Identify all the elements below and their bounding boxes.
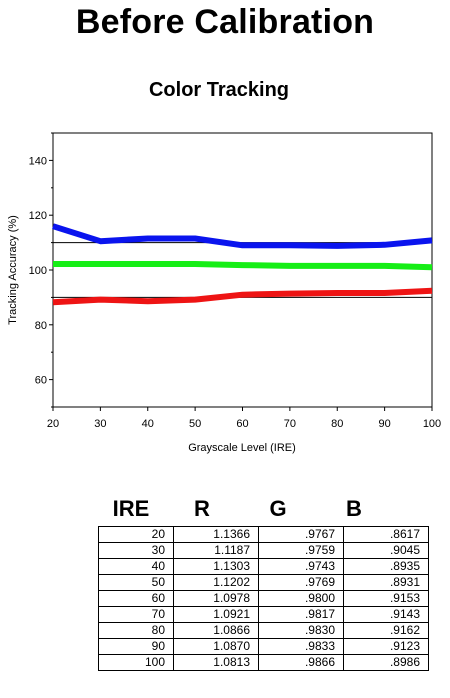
- table-header-row: IRE R G B: [98, 496, 392, 526]
- cell-g: .9800: [258, 590, 344, 607]
- header-g: G: [269, 496, 287, 521]
- cell-r: 1.0921: [173, 606, 259, 623]
- x-tick-label: 50: [189, 418, 201, 430]
- cell-r: 1.1202: [173, 574, 259, 591]
- cell-ire: 80: [98, 622, 174, 639]
- y-axis-label: Tracking Accuracy (%): [7, 215, 19, 325]
- table-row: 90 1.0870.9833.9123: [98, 638, 429, 655]
- green-series-line: [53, 261, 433, 271]
- x-tick-label: 20: [47, 418, 59, 430]
- cell-b: .8986: [343, 654, 429, 671]
- y-tick-label: 140: [29, 155, 47, 167]
- cell-r: 1.0870: [173, 638, 259, 655]
- y-tick-label: 100: [29, 265, 47, 277]
- x-tick-label: 100: [423, 418, 441, 430]
- plot-frame: [52, 132, 433, 408]
- header-ire: IRE: [112, 496, 150, 521]
- tracking-table: IRE R G B 20 1.1366.9767.8617 30 1.1187.975…: [98, 496, 429, 671]
- page-title: Before Calibration: [75, 3, 375, 41]
- cell-r: 1.1187: [173, 542, 259, 559]
- table-row: 70 1.0921.9817.9143: [98, 606, 429, 623]
- cell-b: .9143: [343, 606, 429, 623]
- table-row: 50 1.1202.9769.8931: [98, 574, 429, 591]
- table-row: 40 1.1303.9743.8935: [98, 558, 429, 575]
- cell-r: 1.1366: [173, 526, 259, 543]
- y-tick-label: 60: [35, 375, 47, 387]
- cell-b: .9123: [343, 638, 429, 655]
- table-row: 30 1.1187.9759.9045: [98, 542, 429, 559]
- table-row: 60 1.0978.9800.9153: [98, 590, 429, 607]
- blue-series-line: [52, 223, 433, 249]
- x-tick-label: 90: [379, 418, 391, 430]
- cell-g: .9767: [258, 526, 344, 543]
- table-row: 20 1.1366.9767.8617: [98, 526, 429, 543]
- cell-g: .9743: [258, 558, 344, 575]
- cell-ire: 100: [98, 654, 174, 671]
- cell-ire: 20: [98, 526, 174, 543]
- cell-g: .9769: [258, 574, 344, 591]
- cell-g: .9866: [258, 654, 344, 671]
- red-series-line: [52, 287, 433, 306]
- cell-b: .8617: [343, 526, 429, 543]
- cell-r: 1.0866: [173, 622, 259, 639]
- cell-r: 1.0813: [173, 654, 259, 671]
- cell-b: .9045: [343, 542, 429, 559]
- data-table: 20 1.1366.9767.8617 30 1.1187.9759.9045 40 1.…: [98, 526, 429, 671]
- x-tick-label: 40: [142, 418, 154, 430]
- header-b: B: [346, 496, 362, 521]
- cell-b: .8935: [343, 558, 429, 575]
- x-tick-label: 80: [331, 418, 343, 430]
- x-tick-label: 70: [284, 418, 296, 430]
- cell-g: .9830: [258, 622, 344, 639]
- cell-ire: 50: [98, 574, 174, 591]
- header-r: R: [194, 496, 210, 521]
- cell-r: 1.0978: [173, 590, 259, 607]
- x-tick-label: 60: [236, 418, 248, 430]
- chart-svg: Color Tracking 60 80 100 120 140 20 30 40 50 60 70…: [7, 79, 441, 454]
- cell-r: 1.1303: [173, 558, 259, 575]
- y-tick-label: 80: [35, 320, 47, 332]
- chart-title: Color Tracking: [149, 79, 289, 101]
- cell-b: .9153: [343, 590, 429, 607]
- cell-g: .9817: [258, 606, 344, 623]
- color-tracking-chart: Color Tracking 60 80 100 120 140 20 30 40 50 60 70…: [7, 79, 441, 454]
- table-row: 80 1.0866.9830.9162: [98, 622, 429, 639]
- cell-ire: 70: [98, 606, 174, 623]
- x-axis-label: Grayscale Level (IRE): [188, 442, 296, 454]
- x-tick-label: 30: [94, 418, 106, 430]
- cell-ire: 90: [98, 638, 174, 655]
- table-row: 100 1.0813.9866.8986: [98, 654, 429, 671]
- y-tick-label: 120: [29, 210, 47, 222]
- cell-g: .9833: [258, 638, 344, 655]
- cell-ire: 40: [98, 558, 174, 575]
- cell-ire: 60: [98, 590, 174, 607]
- cell-g: .9759: [258, 542, 344, 559]
- cell-ire: 30: [98, 542, 174, 559]
- cell-b: .8931: [343, 574, 429, 591]
- cell-b: .9162: [343, 622, 429, 639]
